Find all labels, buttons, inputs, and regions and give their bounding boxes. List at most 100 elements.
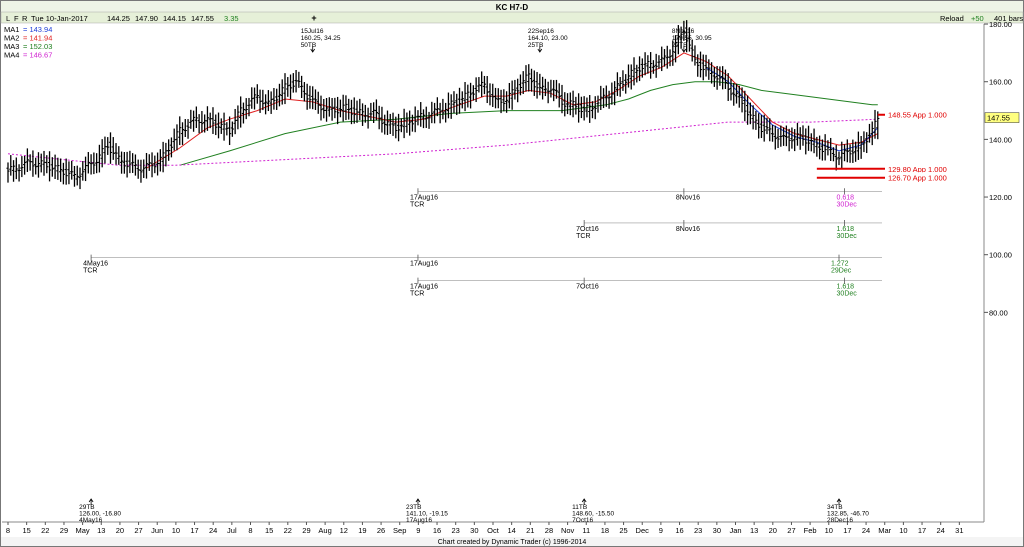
x-tick-label: 19 [358,526,366,535]
toolbar-button-r[interactable]: R [22,14,28,23]
header-change: 3.35 [224,14,239,23]
level-label-bg [885,163,955,175]
x-tick-label: 11 [582,526,590,535]
x-tick-label: 30 [470,526,478,535]
y-tick-label: 180.00 [989,20,1012,29]
ma-legend-value: = 152.03 [23,42,52,51]
swing-low-label: 28Dec16 [827,517,853,524]
ma-legend-value: = 146.67 [23,51,52,60]
y-tick-label: 120.00 [989,193,1012,202]
arrow-up-icon [415,498,421,505]
cycle-marker-label: 0.618 [837,194,855,201]
x-tick-label: 9 [416,526,420,535]
swing-low-label: 148.60, -15.50 [572,511,614,518]
toolbar-button-l[interactable]: L [6,14,10,23]
cycle-marker-label: 1.618 [837,226,855,233]
x-tick-label: 17 [190,526,198,535]
x-tick-label: 27 [134,526,142,535]
cycle-marker-label: 1.618 [837,284,855,291]
header-date: Tue 10-Jan-2017 [31,14,88,23]
x-tick-label: 16 [433,526,441,535]
x-tick-label: 10 [899,526,907,535]
cycle-marker-label: 30Dec [837,233,858,240]
cycle-marker-label: 7Oct16 [576,284,599,291]
reload-button[interactable]: Reload [940,14,964,23]
x-tick-label: 24 [862,526,870,535]
swing-low-label: 23TB [406,504,422,511]
reload-delta: +50 [971,14,984,23]
cycle-marker-label: 17Aug16 [410,194,438,201]
x-tick-label: Jan [729,526,741,535]
x-tick-label: 30 [713,526,721,535]
swing-low-label: 17Aug16 [406,517,432,524]
x-tick-label: 14 [507,526,515,535]
x-tick-label: 28 [545,526,553,535]
x-tick-label: 17 [843,526,851,535]
x-tick-label: 16 [675,526,683,535]
add-plus-button[interactable]: + [311,13,316,23]
x-tick-label: 17 [918,526,926,535]
ohlc-value: 144.25 [107,14,130,23]
x-tick-label: 20 [769,526,777,535]
swing-high-label: 22TB [672,42,688,49]
x-tick-label: 27 [787,526,795,535]
cycle-marker-label: 17Aug16 [410,261,438,268]
x-tick-label: 12 [340,526,348,535]
x-tick-label: 23 [452,526,460,535]
ma-legend-name: MA1 [4,25,19,34]
x-tick-label: 8 [6,526,10,535]
swing-low-label: 7Oct16 [572,517,593,524]
level-label-bg [885,172,955,184]
x-tick-label: 15 [265,526,273,535]
x-tick-label: Mar [878,526,891,535]
arrow-up-icon [88,498,94,505]
ma-line-ma4 [7,118,878,166]
cycle-marker-label: 4May16 [83,261,108,268]
x-tick-label: 13 [97,526,105,535]
x-tick-label: 29 [60,526,68,535]
cycle-rows: TCR22Sep168Nov1627Dec1.00017Aug16TCR8Nov… [83,188,882,298]
x-tick-label: 21 [526,526,534,535]
y-axis: 220.00200.00180.00160.00140.00120.00100.… [984,20,1020,317]
footer-bar [1,537,1023,546]
arrow-up-icon [581,498,587,505]
x-tick-label: Oct [487,526,500,535]
x-tick-label: 8 [248,526,252,535]
cycle-marker-label: 8Nov16 [676,226,700,233]
swing-low-label: 4May16 [79,517,103,524]
ohlc-value: 144.15 [163,14,186,23]
swing-high-label: 50TB [301,42,317,49]
swing-high-label: 25TB [528,42,544,49]
arrow-down-icon [681,46,687,53]
swing-high-label: 22Sep16 [528,28,554,35]
swing-low-label: 141.10, -19.15 [406,511,448,518]
x-tick-label: May [76,526,90,535]
x-tick-label: 24 [209,526,217,535]
title-bar [1,1,1023,12]
x-tick-label: Aug [318,526,331,535]
x-tick-label: 13 [750,526,758,535]
x-tick-label: 31 [955,526,963,535]
chart-credit: Chart created by Dynamic Trader (c) 1996… [438,539,587,546]
swing-high-label: 15Jul16 [301,28,324,35]
last-price-label: 147.55 [987,114,1010,123]
cycle-marker-label: TCR [410,201,424,208]
x-tick-label: 18 [601,526,609,535]
ohlc-value: 147.55 [191,14,214,23]
y-tick-label: 160.00 [989,78,1012,87]
toolbar-button-f[interactable]: F [14,14,19,23]
x-tick-label: 20 [116,526,124,535]
window-title: KC H7-D [496,3,529,12]
ohlc-value: 147.90 [135,14,158,23]
ma-legend-name: MA2 [4,34,19,43]
swing-low-label: 126.00, -16.80 [79,511,121,518]
level-label: 129.80 App 1.000 [888,165,947,174]
cycle-marker-label: 17Aug16 [410,284,438,291]
swing-high-label: 164.10, 23.00 [528,35,568,42]
cycle-marker-label: 29Dec [831,268,852,275]
y-tick-label: 140.00 [989,135,1012,144]
x-tick-label: 22 [41,526,49,535]
arrow-down-icon [537,46,543,53]
swing-low-label: 34TB [827,504,843,511]
